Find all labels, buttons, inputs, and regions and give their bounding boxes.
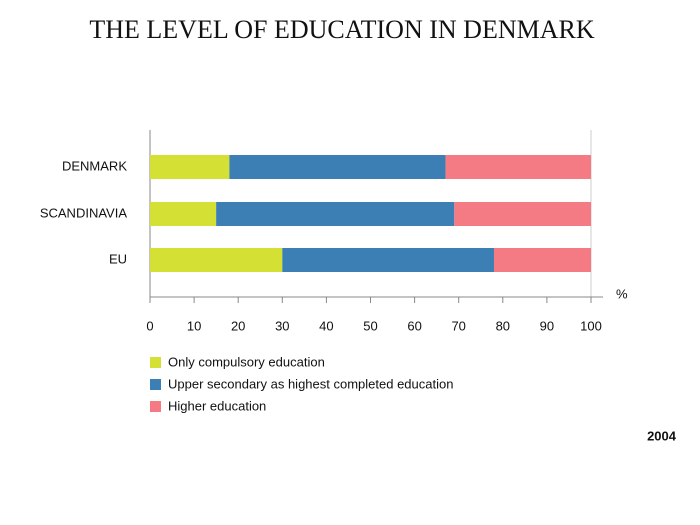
x-tick-label: 70: [451, 318, 465, 333]
chart-title: THE LEVEL OF EDUCATION IN DENMARK: [89, 15, 594, 44]
bar-segment: [150, 155, 230, 179]
y-tick-label: DENMARK: [62, 158, 127, 173]
bar-segment: [216, 202, 455, 226]
x-tick-label: 80: [496, 318, 510, 333]
bar-segment: [150, 248, 283, 272]
y-tick-label: EU: [109, 251, 127, 266]
x-tick-label: 20: [231, 318, 245, 333]
bar-segment: [454, 202, 591, 226]
x-tick-label: 90: [540, 318, 554, 333]
annotation: 2004: [647, 428, 677, 443]
bar-segment: [150, 202, 217, 226]
bar-segment: [493, 248, 591, 272]
legend-swatch: [150, 357, 161, 368]
legend-label: Higher education: [168, 398, 266, 413]
y-tick-label: SCANDINAVIA: [40, 205, 127, 220]
legend-swatch: [150, 379, 161, 390]
bar-segment: [282, 248, 494, 272]
x-axis-label: %: [616, 286, 628, 301]
legend-swatch: [150, 401, 161, 412]
x-tick-label: 60: [407, 318, 421, 333]
x-tick-label: 0: [146, 318, 153, 333]
x-tick-label: 30: [275, 318, 289, 333]
bar-segment: [445, 155, 591, 179]
x-tick-label: 40: [319, 318, 333, 333]
x-tick-label: 100: [580, 318, 602, 333]
x-tick-label: 10: [187, 318, 201, 333]
bar-segment: [229, 155, 446, 179]
legend-label: Only compulsory education: [168, 354, 325, 369]
legend-label: Upper secondary as highest completed edu…: [168, 376, 453, 391]
x-tick-label: 50: [363, 318, 377, 333]
